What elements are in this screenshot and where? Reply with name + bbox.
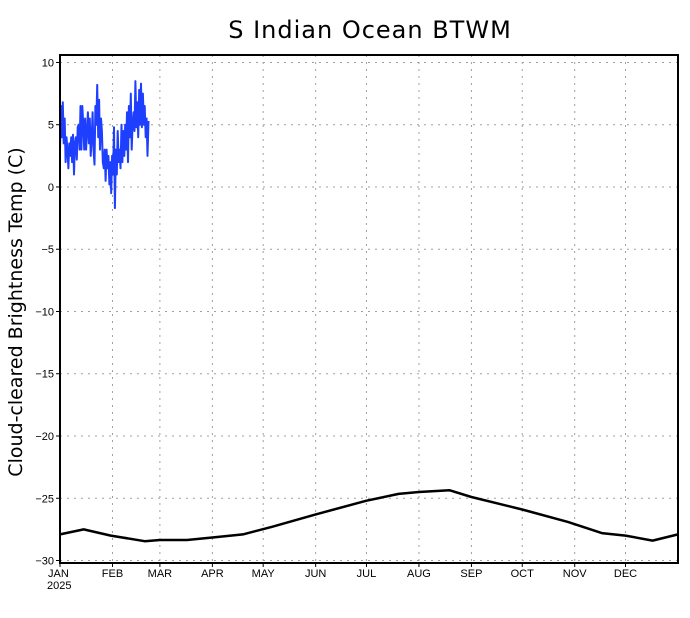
y-tick-label: −20 [35,431,54,443]
x-tick-label: FEB [102,568,123,580]
y-tick-label: −30 [35,556,54,568]
y-tick-label: 0 [48,182,54,194]
observed-line [59,80,150,210]
x-tick-label: OCT [511,568,535,580]
plot-frame [59,54,679,564]
x-tick-label: SEP [460,568,482,580]
y-tick-label: −10 [35,306,54,318]
y-tick-label: 10 [42,57,54,69]
x-tick-label: MAY [252,568,276,580]
x-year-label: 2025 [47,580,71,592]
x-tick-label: JUL [357,568,377,580]
x-tick-label: JAN [48,568,69,580]
x-tick-label: DEC [614,568,637,580]
chart-title: S Indian Ocean BTWM [228,16,512,44]
y-tick-label: −5 [41,244,54,256]
x-tick-label: NOV [563,568,588,580]
x-tick-label: JUN [305,568,326,580]
y-tick-label: −25 [35,493,54,505]
x-tick-label: MAR [148,568,173,580]
x-tick-label: AUG [407,568,431,580]
y-tick-label: 5 [48,120,54,132]
x-tick-label: APR [201,568,224,580]
y-tick-label: −15 [35,369,54,381]
climatology-line [59,488,679,543]
